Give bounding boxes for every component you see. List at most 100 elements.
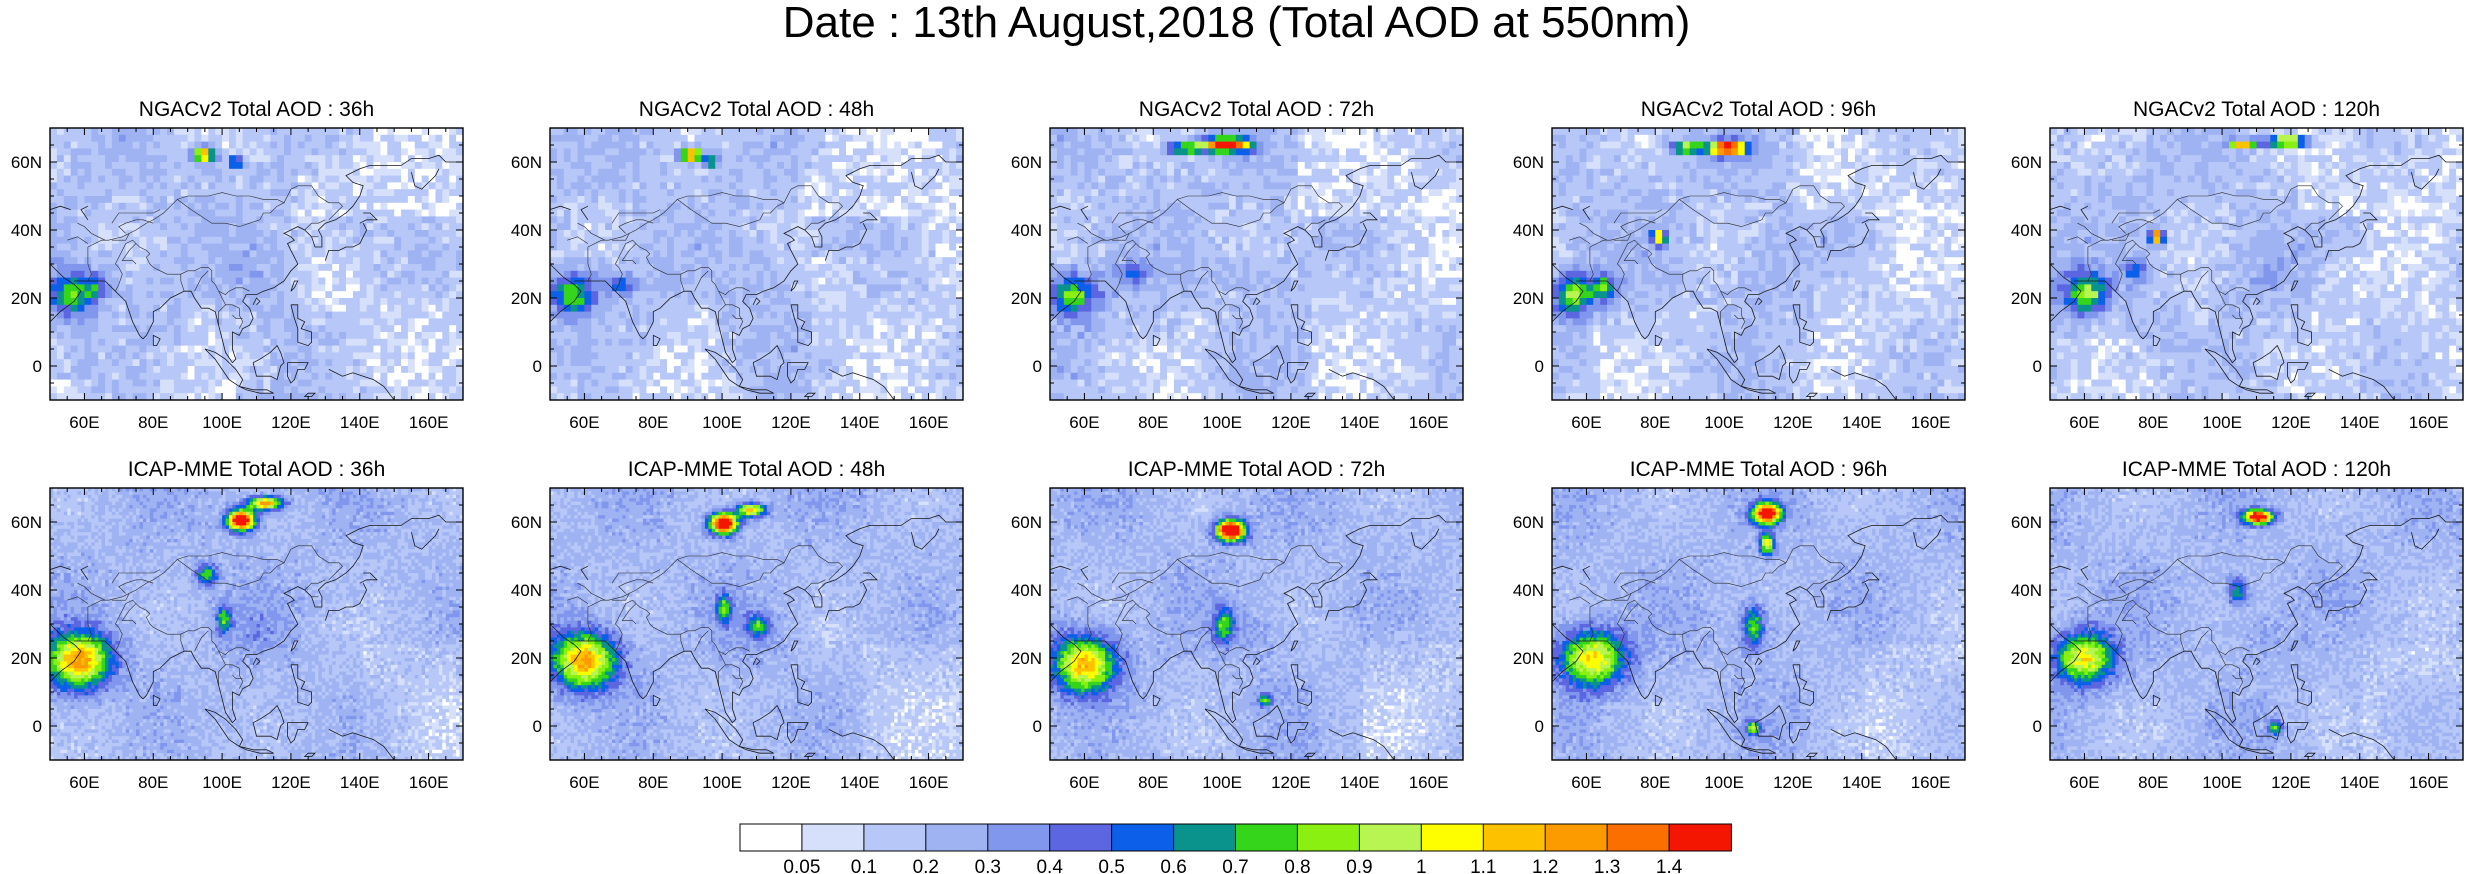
colorbar-label: 1.2 [1532,857,1558,874]
colorbar-label: 0.5 [1098,857,1124,874]
lon-tick-label: 100E [202,773,242,792]
lon-tick-label: 140E [1842,413,1882,432]
panel-title: ICAP-MME Total AOD : 72h [1128,458,1386,481]
lon-tick-label: 120E [1773,413,1813,432]
colorbar: 0.05 0.1 0.2 0.3 0.4 0.5 0.6 0.7 0.8 0.9 1 1.1 1.2 1.… [740,824,1731,874]
lat-tick-label: 60N [1011,513,1042,532]
lat-tick-label: 0 [1033,717,1042,736]
lat-tick-label: 40N [2011,221,2042,240]
lon-tick-label: 120E [271,413,311,432]
colorbar-swatch [1545,824,1607,851]
panel-title: ICAP-MME Total AOD : 48h [628,458,886,481]
colorbar-label: 0.2 [913,857,939,874]
lat-tick-label: 20N [511,649,542,668]
colorbar-label: 0.3 [975,857,1001,874]
colorbar-swatch [1669,824,1731,851]
lon-tick-label: 60E [1571,773,1601,792]
colorbar-swatch [988,824,1050,851]
lon-tick-label: 140E [1842,773,1882,792]
colorbar-label: 1.3 [1594,857,1620,874]
lon-tick-label: 120E [271,773,311,792]
aod-field [1552,128,1966,401]
lat-tick-label: 0 [1033,357,1042,376]
lon-tick-label: 60E [2069,773,2099,792]
panel-title: ICAP-MME Total AOD : 36h [128,458,386,481]
lat-tick-label: 60N [11,153,42,172]
colorbar-swatch [1297,824,1359,851]
lon-tick-label: 80E [638,773,668,792]
aod-field [2050,128,2464,401]
lon-tick-label: 100E [2202,773,2242,792]
lon-tick-label: 120E [2271,773,2311,792]
lon-tick-label: 100E [1704,773,1744,792]
lon-tick-label: 160E [909,773,949,792]
aod-field [550,488,964,761]
lon-tick-label: 60E [1069,413,1099,432]
lon-tick-label: 60E [1069,773,1099,792]
lon-tick-label: 100E [702,413,742,432]
lat-tick-label: 0 [33,357,42,376]
lon-tick-label: 160E [409,413,449,432]
lat-tick-label: 60N [511,153,542,172]
lat-tick-label: 20N [1513,289,1544,308]
colorbar-swatch [1483,824,1545,851]
lat-tick-label: 60N [2011,513,2042,532]
lon-tick-label: 100E [1704,413,1744,432]
lon-tick-label: 60E [69,773,99,792]
lat-tick-label: 60N [511,513,542,532]
colorbar-label: 0.4 [1036,857,1063,874]
lon-tick-label: 100E [1202,413,1242,432]
lon-tick-label: 120E [1271,413,1311,432]
lat-tick-label: 60N [11,513,42,532]
lat-tick-label: 40N [1513,221,1544,240]
lon-tick-label: 160E [2409,773,2449,792]
colorbar-label: 0.1 [851,857,877,874]
lon-tick-label: 160E [1911,413,1951,432]
lon-tick-label: 60E [1571,413,1601,432]
lon-tick-label: 80E [138,413,168,432]
lon-tick-label: 60E [2069,413,2099,432]
lon-tick-label: 120E [2271,413,2311,432]
lat-tick-label: 60N [1513,513,1544,532]
lon-tick-label: 140E [1340,413,1380,432]
map-panel: ICAP-MME Total AOD : 120h 60E 80E 100E 120E 1… [2011,458,2464,792]
lon-tick-label: 120E [771,773,811,792]
lon-tick-label: 80E [1138,773,1168,792]
lat-tick-label: 20N [1011,649,1042,668]
lon-tick-label: 60E [569,773,599,792]
lon-tick-label: 140E [840,413,880,432]
colorbar-swatch [1421,824,1483,851]
lon-tick-label: 120E [771,413,811,432]
lon-tick-label: 80E [1138,413,1168,432]
aod-field [1050,128,1464,401]
lat-tick-label: 40N [1513,581,1544,600]
lat-tick-label: 20N [1513,649,1544,668]
colorbar-label: 0.05 [783,857,820,874]
lon-tick-label: 140E [840,773,880,792]
lat-tick-label: 20N [11,649,42,668]
lat-tick-label: 0 [1535,357,1544,376]
lon-tick-label: 160E [1911,773,1951,792]
lon-tick-label: 100E [702,773,742,792]
panel-title: ICAP-MME Total AOD : 120h [2122,458,2391,481]
lon-tick-label: 80E [2138,773,2168,792]
lon-tick-label: 60E [69,413,99,432]
colorbar-swatch [1050,824,1112,851]
lat-tick-label: 20N [511,289,542,308]
colorbar-swatch [1112,824,1174,851]
panel-title: ICAP-MME Total AOD : 96h [1630,458,1888,481]
lon-tick-label: 140E [340,773,380,792]
colorbar-swatch [802,824,864,851]
colorbar-label: 0.7 [1222,857,1248,874]
map-panel: ICAP-MME Total AOD : 48h 60E 80E 100E 120E 14… [511,458,964,792]
panel-title: NGACv2 Total AOD : 48h [639,98,874,121]
aod-field [1552,488,1966,761]
lat-tick-label: 20N [11,289,42,308]
lat-tick-label: 60N [2011,153,2042,172]
